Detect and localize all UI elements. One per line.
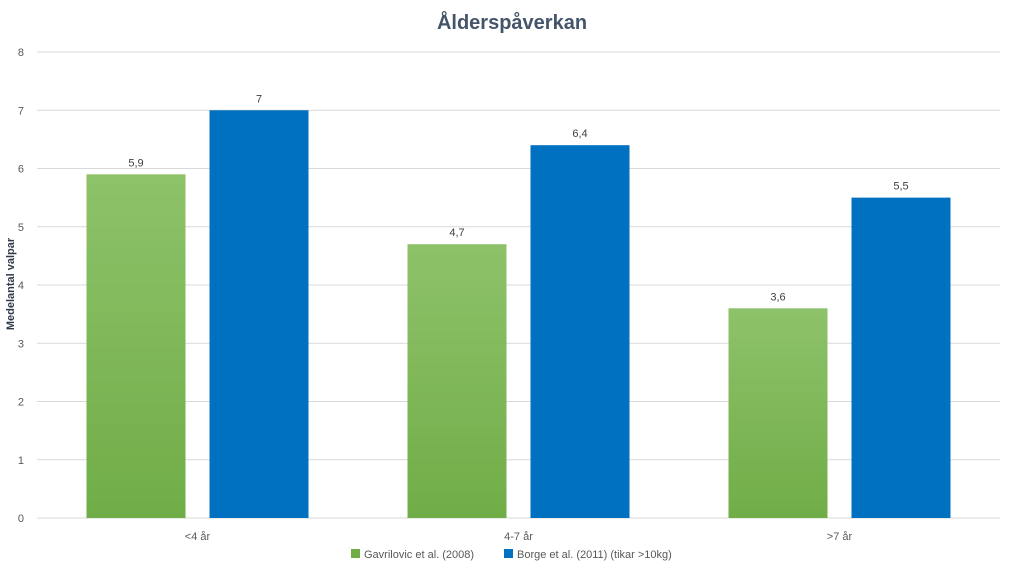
x-tick-label: <4 år bbox=[185, 531, 211, 543]
data-label: 5,5 bbox=[893, 181, 908, 193]
legend-label: Borge et al. (2011) (tikar >10kg) bbox=[517, 549, 672, 561]
y-tick-label: 2 bbox=[18, 397, 24, 409]
x-tick-label: >7 år bbox=[827, 531, 853, 543]
gridlines bbox=[37, 51, 1000, 519]
y-tick-label: 4 bbox=[18, 280, 24, 292]
y-tick-label: 5 bbox=[18, 222, 24, 234]
data-label: 5,9 bbox=[128, 157, 143, 169]
y-tick-label: 0 bbox=[18, 513, 24, 525]
bars bbox=[86, 110, 951, 518]
bar-borge-1 bbox=[530, 145, 630, 518]
data-labels: 5,9 7 4,7 6,4 3,6 5,5 bbox=[128, 93, 908, 303]
y-axis-ticks: 0 1 2 3 4 5 6 7 8 bbox=[18, 47, 24, 525]
legend-label: Gavrilovic et al. (2008) bbox=[364, 549, 474, 561]
bar-gavrilovic-0 bbox=[86, 174, 186, 518]
x-tick-label: 4-7 år bbox=[504, 531, 533, 543]
x-axis-ticks: <4 år 4-7 år >7 år bbox=[185, 531, 853, 543]
data-label: 6,4 bbox=[572, 128, 587, 140]
y-tick-label: 1 bbox=[18, 455, 24, 467]
data-label: 3,6 bbox=[770, 291, 785, 303]
data-label: 7 bbox=[256, 93, 262, 105]
legend: Gavrilovic et al. (2008) Borge et al. (20… bbox=[351, 549, 672, 561]
chart-title: Ålderspåverkan bbox=[437, 10, 587, 34]
legend-swatch bbox=[351, 549, 360, 558]
y-tick-label: 6 bbox=[18, 164, 24, 176]
y-tick-label: 8 bbox=[18, 47, 24, 59]
bar-borge-0 bbox=[209, 110, 309, 518]
y-axis-label: Medelantal valpar bbox=[5, 237, 17, 330]
bar-gavrilovic-2 bbox=[728, 308, 828, 518]
bar-gavrilovic-1 bbox=[407, 244, 507, 518]
y-tick-label: 3 bbox=[18, 338, 24, 350]
legend-swatch bbox=[504, 549, 513, 558]
bar-borge-2 bbox=[851, 197, 951, 518]
data-label: 4,7 bbox=[449, 227, 464, 239]
y-tick-label: 7 bbox=[18, 105, 24, 117]
